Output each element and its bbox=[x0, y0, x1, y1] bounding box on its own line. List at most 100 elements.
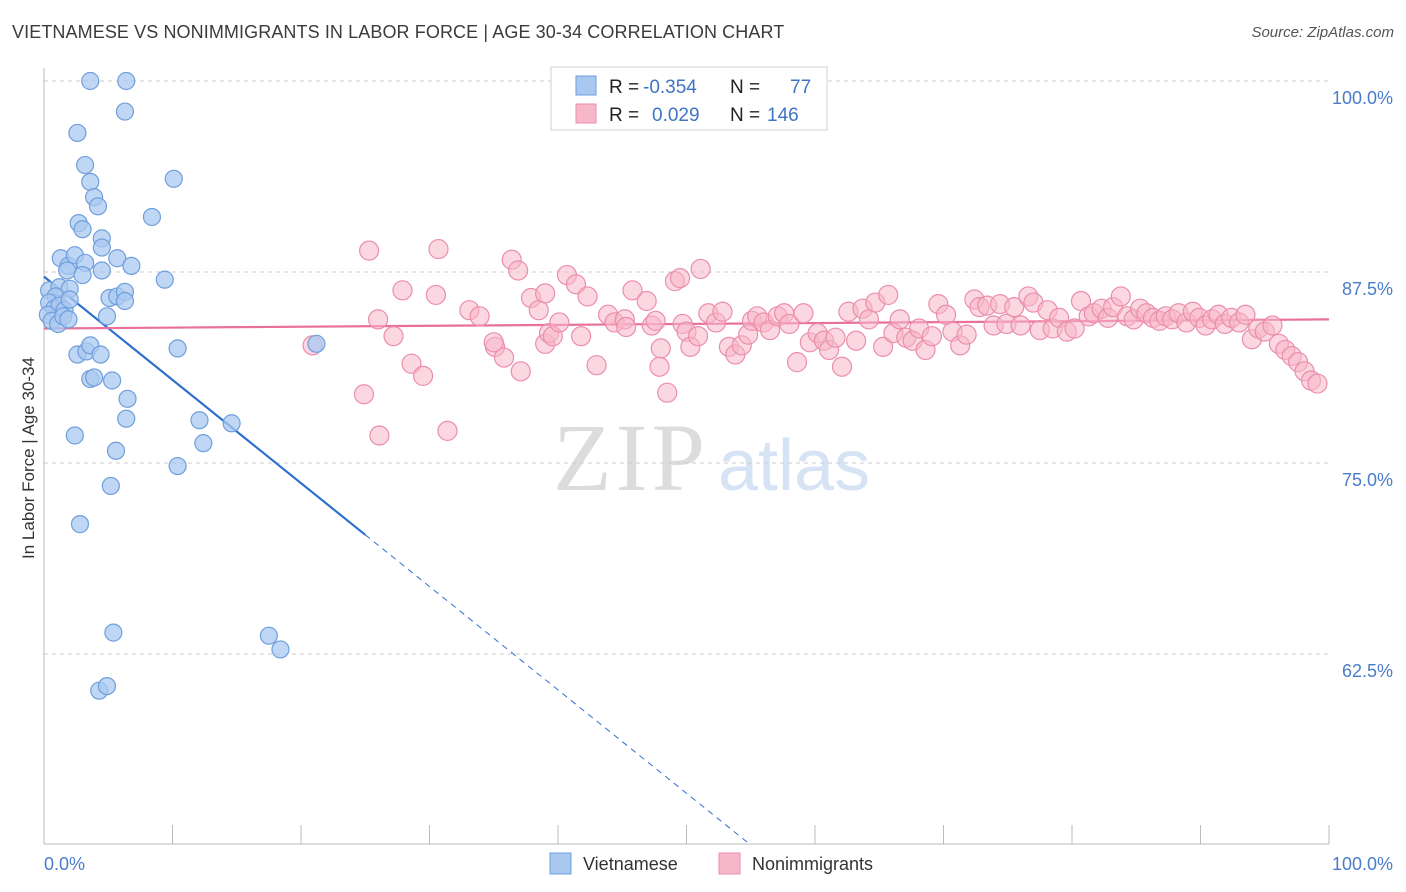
point-nonimmigrants-97 bbox=[1004, 297, 1025, 318]
trend-line-vietnamese bbox=[43, 275, 366, 536]
point-nonimmigrants-32 bbox=[586, 355, 607, 376]
bottom-legend-nonimmigrants: Nonimmigrants bbox=[752, 854, 873, 874]
point-nonimmigrants-36 bbox=[616, 316, 637, 338]
point-nonimmigrants-31 bbox=[577, 286, 598, 307]
watermark-zip: ZIP bbox=[553, 404, 709, 511]
point-vietnamese-2 bbox=[115, 102, 135, 121]
point-vietnamese-61 bbox=[70, 515, 90, 534]
point-nonimmigrants-9 bbox=[392, 280, 413, 301]
point-vietnamese-9 bbox=[164, 169, 183, 188]
point-nonimmigrants-6 bbox=[353, 384, 375, 405]
point-nonimmigrants-4 bbox=[690, 258, 711, 280]
point-vietnamese-47 bbox=[168, 339, 187, 358]
legend-n-label-1: N = bbox=[730, 77, 760, 98]
point-nonimmigrants-87 bbox=[935, 304, 957, 325]
legend-n-value-1: 77 bbox=[790, 77, 811, 98]
point-nonimmigrants-52 bbox=[712, 301, 733, 322]
point-vietnamese-8 bbox=[142, 207, 162, 227]
legend-n-value-2: 146 bbox=[767, 105, 799, 126]
point-nonimmigrants-38 bbox=[636, 290, 657, 312]
point-nonimmigrants-7 bbox=[368, 309, 389, 330]
point-vietnamese-5 bbox=[81, 172, 100, 191]
point-vietnamese-57 bbox=[106, 441, 126, 460]
point-nonimmigrants-113 bbox=[1110, 286, 1131, 307]
trend-lines bbox=[43, 275, 1330, 846]
point-nonimmigrants-29 bbox=[565, 274, 587, 295]
point-nonimmigrants-13 bbox=[425, 284, 447, 306]
chart-title: VIETNAMESE VS NONIMMIGRANTS IN LABOR FOR… bbox=[12, 22, 785, 42]
point-nonimmigrants-106 bbox=[1064, 318, 1085, 339]
point-vietnamese-4 bbox=[76, 155, 95, 175]
point-vietnamese-54 bbox=[190, 411, 209, 430]
grid-lines bbox=[44, 80, 1329, 655]
y-tick-label-3: 100.0% bbox=[1332, 88, 1393, 108]
legend-n-label-2: N = bbox=[730, 105, 760, 126]
stats-legend: R = -0.354 N = 77 R = 0.029 N = 146 bbox=[550, 66, 828, 131]
point-nonimmigrants-37 bbox=[622, 280, 643, 301]
chart-source: Source: ZipAtlas.com bbox=[1251, 24, 1394, 41]
point-nonimmigrants-98 bbox=[1010, 315, 1031, 336]
point-nonimmigrants-14 bbox=[437, 420, 458, 442]
point-vietnamese-51 bbox=[103, 371, 122, 390]
point-nonimmigrants-49 bbox=[687, 326, 709, 347]
point-nonimmigrants-85 bbox=[921, 326, 943, 347]
point-nonimmigrants-18 bbox=[483, 332, 504, 353]
point-vietnamese-59 bbox=[168, 456, 187, 476]
point-nonimmigrants-71 bbox=[831, 356, 853, 377]
point-nonimmigrants-80 bbox=[889, 309, 910, 330]
point-nonimmigrants-90 bbox=[956, 324, 977, 345]
y-axis-title: In Labor Force | Age 30-34 bbox=[19, 357, 38, 559]
point-vietnamese-11 bbox=[73, 220, 92, 239]
point-nonimmigrants-41 bbox=[649, 356, 670, 377]
point-vietnamese-56 bbox=[65, 426, 84, 445]
point-nonimmigrants-11 bbox=[401, 353, 422, 374]
point-vietnamese-41 bbox=[59, 310, 78, 329]
bottom-swatch-nonimmigrants bbox=[718, 852, 741, 875]
point-nonimmigrants-22 bbox=[528, 300, 549, 321]
point-nonimmigrants-23 bbox=[535, 283, 556, 304]
point-nonimmigrants-143 bbox=[1307, 373, 1328, 394]
point-nonimmigrants-10 bbox=[369, 425, 390, 446]
point-nonimmigrants-43 bbox=[657, 382, 678, 403]
point-vietnamese-60 bbox=[101, 476, 120, 496]
point-nonimmigrants-30 bbox=[571, 326, 592, 347]
point-nonimmigrants-70 bbox=[825, 327, 846, 348]
point-vietnamese-1 bbox=[117, 71, 136, 91]
legend-swatch-vietnamese bbox=[575, 75, 597, 96]
series-legend: Vietnamese Nonimmigrants bbox=[549, 852, 873, 875]
x-tick-label-0: 0.0% bbox=[44, 854, 85, 874]
point-nonimmigrants-132 bbox=[1235, 304, 1256, 325]
point-vietnamese-58 bbox=[194, 434, 213, 453]
point-vietnamese-7 bbox=[88, 197, 108, 216]
point-nonimmigrants-20 bbox=[510, 361, 531, 382]
point-nonimmigrants-8 bbox=[383, 326, 404, 347]
point-nonimmigrants-45 bbox=[669, 268, 691, 289]
legend-r-value-2: 0.029 bbox=[652, 105, 700, 126]
y-tick-label-2: 87.5% bbox=[1342, 279, 1393, 299]
point-nonimmigrants-12 bbox=[412, 365, 434, 387]
point-vietnamese-62 bbox=[104, 623, 123, 642]
point-nonimmigrants-1 bbox=[428, 238, 449, 260]
point-vietnamese-63 bbox=[259, 626, 278, 645]
legend-r-label-2: R = bbox=[609, 105, 639, 126]
point-vietnamese-0 bbox=[81, 71, 100, 91]
point-nonimmigrants-77 bbox=[873, 336, 894, 357]
y-tick-label-0: 62.5% bbox=[1342, 661, 1393, 681]
point-vietnamese-3 bbox=[68, 123, 87, 143]
watermark-atlas: atlas bbox=[718, 426, 870, 506]
point-vietnamese-19 bbox=[122, 256, 141, 275]
point-vietnamese-66 bbox=[97, 676, 117, 696]
point-vietnamese-18 bbox=[108, 249, 127, 268]
point-vietnamese-36 bbox=[60, 290, 79, 309]
point-vietnamese-46 bbox=[91, 345, 110, 364]
point-nonimmigrants-63 bbox=[779, 313, 800, 335]
point-vietnamese-52 bbox=[118, 389, 137, 408]
tick-labels: 62.5% 75.0% 87.5% 100.0% 0.0% 100.0% bbox=[44, 88, 1393, 874]
bottom-swatch-vietnamese bbox=[549, 852, 572, 875]
point-vietnamese-20 bbox=[58, 261, 77, 280]
point-vietnamese-64 bbox=[271, 640, 290, 659]
point-nonimmigrants-78 bbox=[878, 284, 899, 306]
point-vietnamese-23 bbox=[155, 270, 174, 289]
point-vietnamese-53 bbox=[117, 409, 136, 428]
